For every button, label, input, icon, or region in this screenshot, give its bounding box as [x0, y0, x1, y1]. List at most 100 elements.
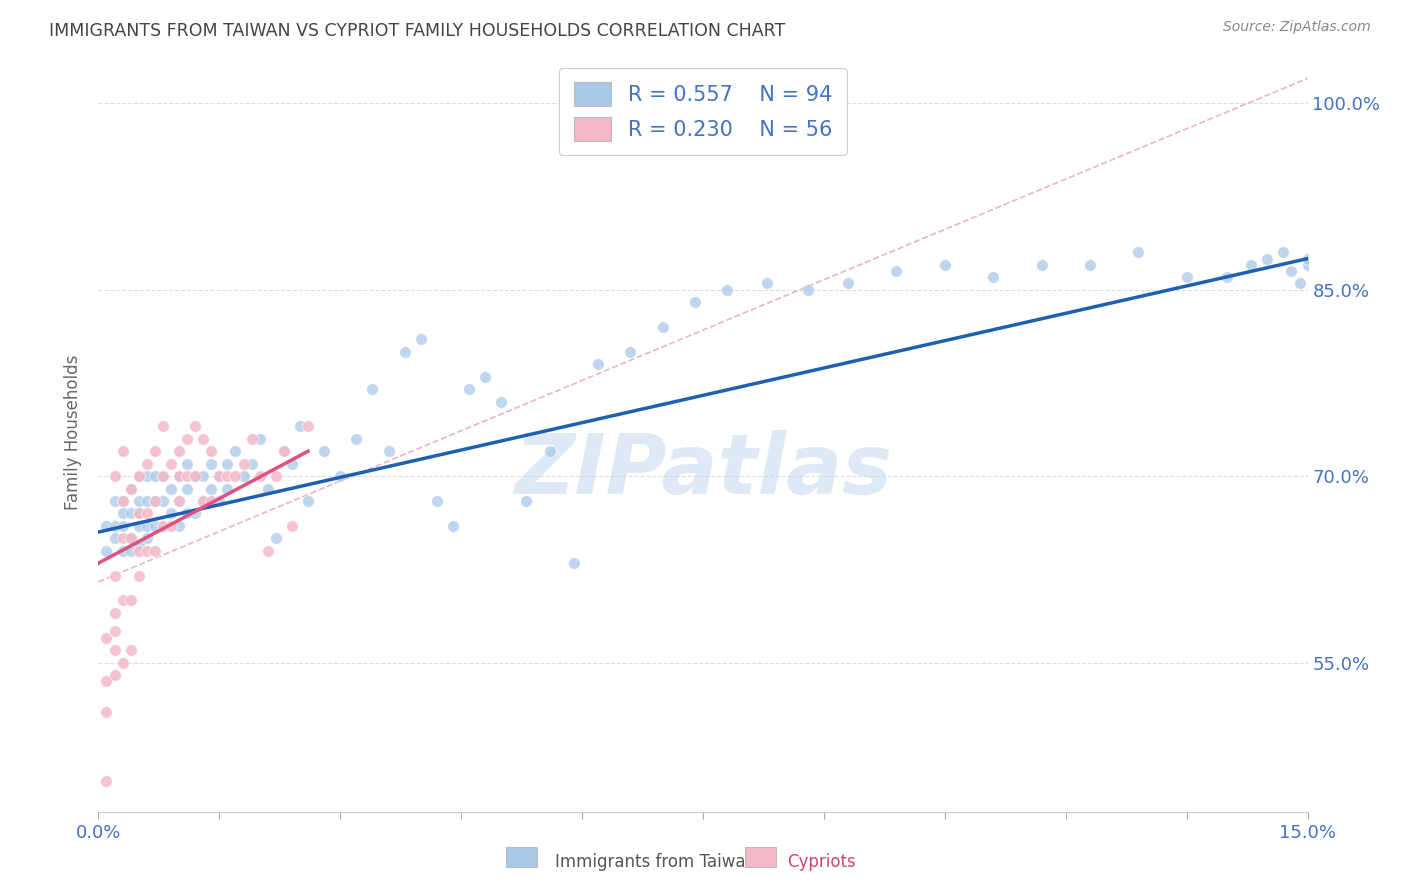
Point	[586, 357, 609, 371]
Point	[120, 543, 142, 558]
Point	[193, 494, 215, 508]
Point	[103, 494, 125, 508]
Point	[193, 494, 215, 508]
Point	[103, 469, 125, 483]
Point	[111, 519, 134, 533]
Point	[167, 444, 190, 458]
Point	[111, 494, 134, 508]
Point	[981, 270, 1004, 285]
Point	[1256, 252, 1278, 266]
Point	[103, 668, 125, 682]
Point	[96, 519, 118, 533]
Text: IMMIGRANTS FROM TAIWAN VS CYPRIOT FAMILY HOUSEHOLDS CORRELATION CHART: IMMIGRANTS FROM TAIWAN VS CYPRIOT FAMILY…	[49, 22, 786, 40]
Point	[120, 593, 142, 607]
Point	[128, 568, 150, 582]
Point	[491, 394, 513, 409]
Point	[96, 631, 118, 645]
Point	[128, 469, 150, 483]
Point	[377, 444, 399, 458]
Point	[886, 264, 908, 278]
Point	[176, 469, 198, 483]
Point	[837, 277, 859, 291]
Point	[176, 457, 198, 471]
Point	[128, 507, 150, 521]
Point	[135, 469, 157, 483]
Point	[538, 444, 561, 458]
Point	[143, 519, 166, 533]
Point	[716, 283, 738, 297]
Point	[135, 507, 157, 521]
Point	[143, 469, 166, 483]
Point	[409, 332, 432, 346]
Point	[426, 494, 449, 508]
Point	[143, 494, 166, 508]
Point	[756, 277, 779, 291]
Point	[143, 543, 166, 558]
Point	[128, 543, 150, 558]
Point	[167, 494, 190, 508]
Point	[111, 543, 134, 558]
Point	[297, 494, 319, 508]
Point	[256, 482, 278, 496]
Point	[184, 469, 207, 483]
Point	[240, 457, 263, 471]
Point	[200, 482, 222, 496]
Point	[217, 482, 239, 496]
Point	[232, 457, 254, 471]
Point	[240, 432, 263, 446]
Point	[232, 469, 254, 483]
Point	[176, 432, 198, 446]
Point	[200, 457, 222, 471]
Point	[1296, 258, 1319, 272]
Point	[249, 432, 271, 446]
Point	[128, 507, 150, 521]
Point	[143, 494, 166, 508]
Point	[184, 507, 207, 521]
Point	[288, 419, 311, 434]
Point	[208, 469, 231, 483]
Point	[184, 419, 207, 434]
Point	[200, 444, 222, 458]
Point	[1288, 277, 1310, 291]
Text: Immigrants from Taiwan: Immigrants from Taiwan	[555, 853, 756, 871]
Point	[103, 643, 125, 657]
Point	[193, 469, 215, 483]
Point	[152, 519, 174, 533]
Point	[934, 258, 956, 272]
Point	[167, 494, 190, 508]
Point	[152, 519, 174, 533]
Point	[160, 507, 183, 521]
Point	[128, 519, 150, 533]
Point	[1175, 270, 1198, 285]
Point	[128, 537, 150, 551]
Point	[394, 344, 416, 359]
Point	[135, 543, 157, 558]
Point	[1296, 252, 1319, 266]
Point	[160, 482, 183, 496]
Point	[152, 494, 174, 508]
Point	[103, 531, 125, 545]
Point	[111, 593, 134, 607]
Point	[135, 457, 157, 471]
Point	[249, 469, 271, 483]
Point	[167, 469, 190, 483]
Text: ZIPatlas: ZIPatlas	[515, 430, 891, 511]
Point	[143, 444, 166, 458]
Point	[273, 444, 295, 458]
Point	[167, 519, 190, 533]
Point	[256, 543, 278, 558]
Point	[103, 519, 125, 533]
Point	[217, 469, 239, 483]
Point	[111, 444, 134, 458]
Point	[297, 419, 319, 434]
Point	[1272, 245, 1295, 260]
Point	[208, 469, 231, 483]
Point	[619, 344, 641, 359]
Point	[135, 519, 157, 533]
Point	[120, 531, 142, 545]
Point	[120, 531, 142, 545]
Point	[135, 531, 157, 545]
Point	[96, 706, 118, 720]
Point	[224, 444, 246, 458]
Point	[1281, 264, 1303, 278]
